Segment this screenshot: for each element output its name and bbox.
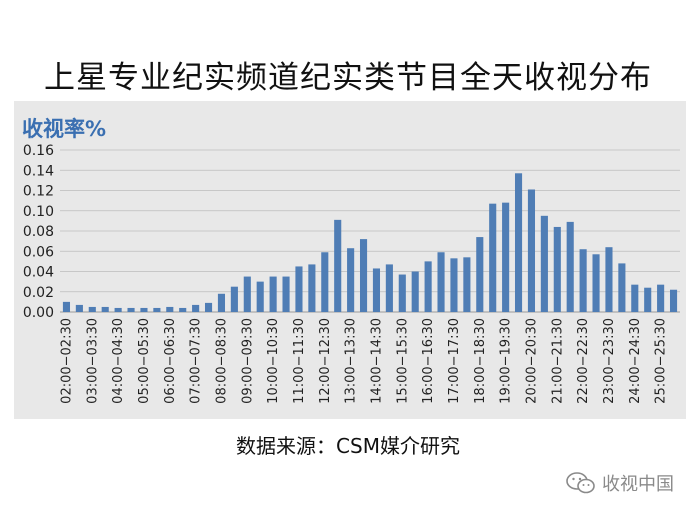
y-tick-label: 0.04	[23, 265, 54, 281]
y-tick-label: 0.06	[23, 244, 54, 260]
x-tick-label: 16:00−16:30	[421, 318, 436, 404]
bar	[502, 202, 510, 312]
bar	[334, 219, 342, 312]
bar	[269, 276, 277, 312]
bar	[204, 302, 213, 312]
bar	[398, 274, 406, 312]
bar	[489, 203, 497, 312]
brand-watermark: 收视中国	[566, 470, 674, 496]
x-tick-label: 09:00−09:30	[240, 318, 255, 404]
bar	[618, 263, 626, 312]
y-tick-label: 0.02	[23, 285, 54, 301]
x-tick-label: 03:00−03:30	[85, 318, 100, 404]
bar	[476, 237, 484, 312]
x-tick-label: 08:00−08:30	[214, 318, 229, 404]
y-tick-label: 0.12	[23, 184, 54, 200]
bar	[527, 189, 536, 312]
bar	[657, 284, 665, 312]
bar	[605, 247, 613, 312]
bar	[308, 264, 316, 312]
bar	[101, 306, 109, 312]
bar	[321, 252, 329, 312]
bar	[463, 257, 471, 312]
bar	[127, 307, 135, 312]
bar	[644, 287, 652, 312]
x-tick-label: 14:00−14:30	[369, 318, 384, 404]
bar	[62, 301, 71, 312]
bar	[153, 307, 161, 312]
y-tick-label: 0.14	[23, 163, 54, 179]
x-tick-label: 02:00−02:30	[59, 318, 74, 404]
y-tick-label: 0.16	[23, 143, 54, 159]
data-source: 数据来源：CSM媒介研究	[236, 434, 460, 458]
bar	[230, 286, 238, 312]
y-tick-label: 0.00	[23, 305, 54, 321]
x-tick-label: 05:00−05:30	[137, 318, 152, 404]
bar	[347, 248, 355, 312]
bar	[88, 306, 96, 312]
x-tick-label: 18:00−18:30	[473, 318, 488, 404]
bar	[411, 271, 419, 312]
bar	[256, 281, 264, 312]
x-tick-label: 06:00−06:30	[163, 318, 178, 404]
bar	[592, 254, 600, 312]
x-tick-label: 20:00−20:30	[524, 318, 539, 404]
bar	[114, 307, 122, 312]
x-tick-label: 23:00−23:30	[602, 318, 617, 404]
y-tick-label: 0.08	[23, 224, 54, 240]
x-tick-label: 21:00−21:30	[550, 318, 565, 404]
x-tick-label: 07:00−07:30	[189, 318, 204, 404]
bar	[75, 304, 83, 312]
bar	[553, 226, 561, 312]
bar	[295, 266, 303, 312]
x-tick-label: 22:00−22:30	[576, 318, 591, 404]
x-tick-label: 13:00−13:30	[344, 318, 359, 404]
bar	[192, 304, 200, 312]
bar	[424, 261, 432, 312]
x-tick-label: 25:00−25:30	[654, 318, 669, 404]
chart-title: 上星专业纪实频道纪实类节目全天收视分布	[44, 60, 652, 96]
bar	[243, 276, 251, 312]
x-tick-label: 24:00−24:30	[628, 318, 643, 404]
wechat-icon	[566, 472, 595, 494]
x-tick-label: 17:00−17:30	[447, 318, 462, 404]
y-axis-label: 收视率%	[22, 117, 107, 141]
x-tick-label: 19:00−19:30	[499, 318, 514, 404]
y-tick-label: 0.10	[23, 204, 54, 220]
bar	[669, 289, 678, 312]
bar	[282, 276, 290, 312]
bar	[450, 258, 458, 312]
bar	[372, 268, 381, 312]
brand-name: 收视中国	[602, 474, 674, 495]
bar	[631, 284, 639, 312]
bar	[140, 307, 148, 312]
bar	[566, 221, 574, 312]
bar	[385, 264, 393, 312]
bar	[579, 249, 587, 312]
x-tick-label: 15:00−15:30	[395, 318, 410, 404]
x-tick-label: 11:00−11:30	[292, 318, 307, 404]
bar	[166, 306, 174, 312]
bar	[179, 307, 187, 312]
x-tick-label: 04:00−04:30	[111, 318, 126, 404]
x-tick-label: 10:00−10:30	[266, 318, 281, 404]
x-tick-label: 12:00−12:30	[318, 318, 333, 404]
bar	[359, 239, 368, 312]
bar	[217, 293, 226, 312]
bar	[540, 215, 548, 312]
bar	[437, 252, 445, 312]
bar	[514, 173, 523, 312]
